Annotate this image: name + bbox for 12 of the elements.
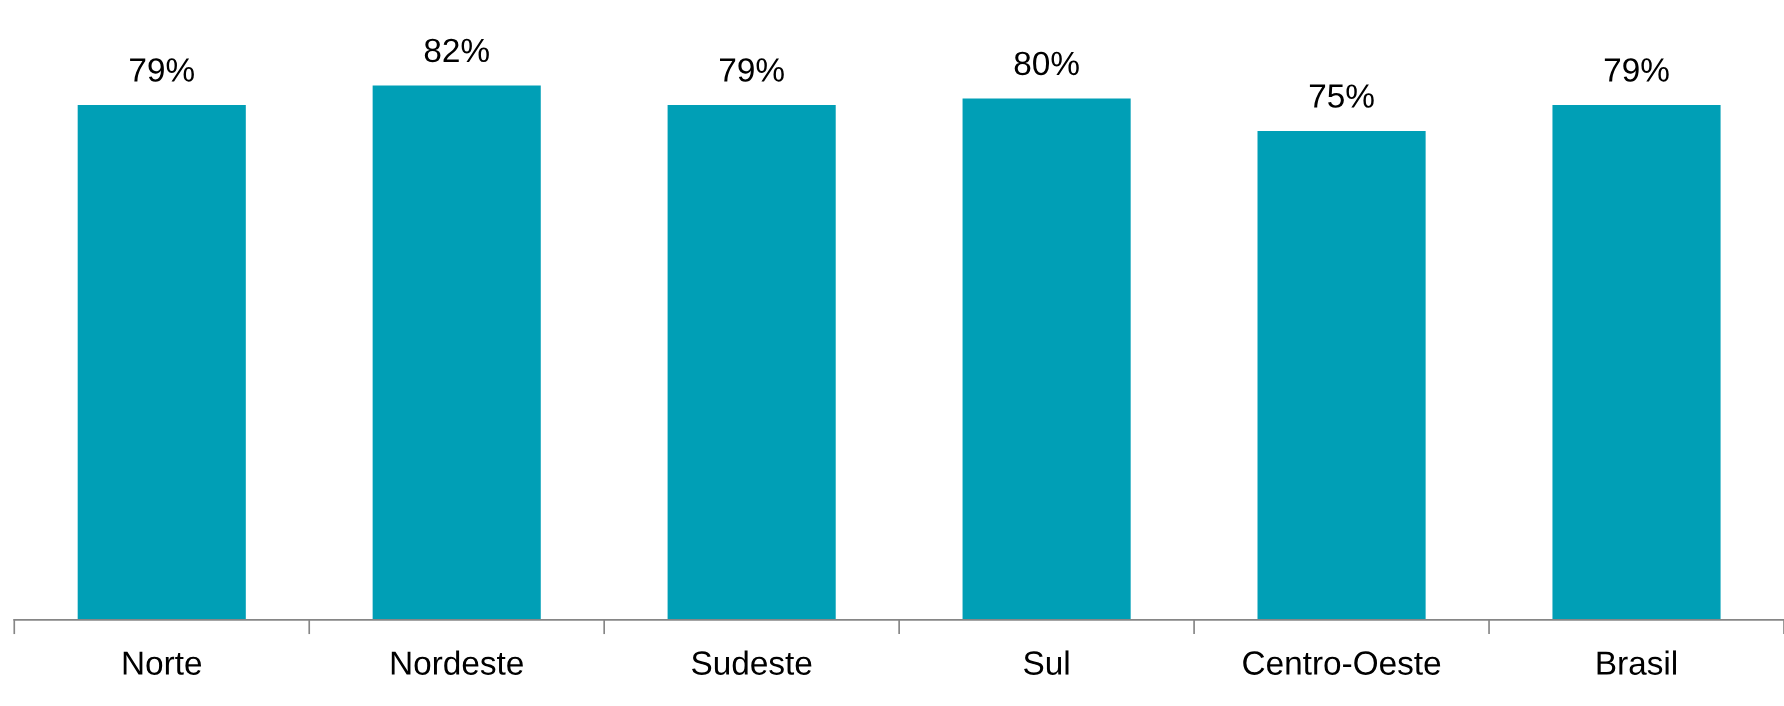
data-label: 79% [130, 58, 194, 82]
x-tick-label: Centro-Oeste [1243, 651, 1441, 675]
data-label: 82% [424, 38, 489, 63]
x-tick-label: Nordeste [391, 650, 523, 675]
data-label: 75% [1309, 84, 1374, 108]
x-tick-label: Sul [1024, 650, 1069, 675]
data-label: 80% [1014, 51, 1079, 76]
data-label: 79% [1604, 58, 1669, 82]
x-tick-label: Brasil [1597, 650, 1676, 675]
data-label: 79% [720, 58, 784, 82]
x-tick-label: Sudeste [692, 650, 812, 675]
x-tick-label: Norte [123, 651, 202, 675]
